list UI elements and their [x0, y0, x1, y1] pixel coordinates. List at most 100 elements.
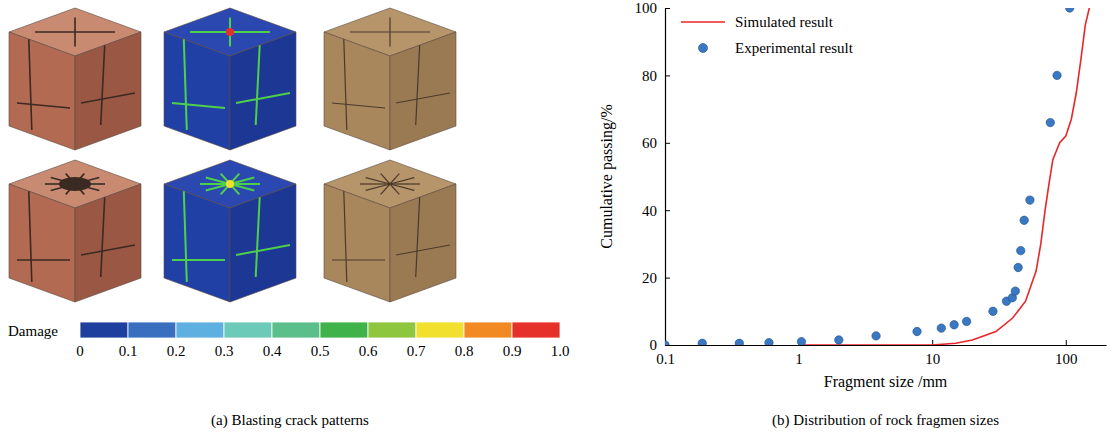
y-tick-label: 0 [650, 337, 658, 353]
y-tick-label: 80 [642, 68, 657, 84]
tick: 20 [642, 270, 670, 286]
scatter-point [1046, 118, 1054, 126]
tick: 100 [635, 0, 671, 16]
crack [74, 17, 76, 32]
y-tick [665, 345, 670, 346]
crack [256, 45, 260, 125]
cube [9, 8, 141, 150]
hot-spot [226, 28, 234, 36]
cube [324, 160, 456, 302]
y-tick-label: 40 [642, 203, 657, 219]
colorbar-band [416, 322, 464, 338]
y-axis-title: Cumulative passing/% [598, 104, 616, 248]
x-tick-label: 0.1 [656, 351, 675, 367]
legend-label: Experimental result [735, 40, 854, 56]
y-tick [665, 143, 670, 144]
hot-spot [226, 180, 234, 188]
crack [101, 197, 105, 277]
crack [344, 39, 347, 130]
scatter-point [1017, 246, 1025, 254]
colorbar-tick-label: 0.6 [359, 343, 378, 359]
cube [9, 160, 141, 302]
crack [360, 183, 390, 184]
colorbar-tick-label: 0 [76, 343, 84, 359]
cube-right [75, 184, 141, 302]
crack [236, 245, 290, 255]
legend-label: Simulated result [735, 14, 834, 30]
crack [416, 197, 420, 277]
cube [164, 8, 296, 150]
scatter-point [665, 341, 669, 345]
x-axis-title: Fragment size /mm [824, 373, 948, 391]
cube-right [75, 32, 141, 150]
x-axis: 0.1110100 [656, 340, 1106, 367]
crack [350, 31, 390, 32]
panel-caption: (a) Blasting crack patterns [211, 412, 369, 429]
scatter-point [1014, 263, 1022, 271]
tick: 0 [650, 337, 671, 353]
y-tick [665, 210, 670, 211]
scatter-point [765, 338, 773, 345]
crack [17, 103, 70, 108]
cube-right [230, 184, 296, 302]
colorbar-band [368, 322, 416, 338]
series-line [799, 8, 1090, 345]
crack [35, 31, 75, 33]
crack [81, 93, 135, 103]
tick: 100 [1055, 340, 1078, 367]
tick: 0.1 [656, 340, 675, 367]
scatter-point [872, 332, 880, 340]
crack [416, 45, 420, 125]
crack [390, 178, 414, 184]
crack [230, 31, 270, 33]
scatter-point [950, 321, 958, 329]
tick: 80 [642, 68, 670, 84]
crack [366, 184, 390, 190]
colorbar-band [320, 322, 368, 338]
crack [332, 103, 385, 108]
y-tick-label: 100 [635, 0, 658, 16]
scatter-point [1020, 216, 1028, 224]
crack [190, 31, 230, 33]
cube-left [9, 32, 75, 150]
cube-left [164, 32, 230, 150]
crack [75, 31, 115, 33]
scatter-point [937, 324, 945, 332]
crack [389, 32, 390, 47]
crack [256, 197, 260, 277]
crack [381, 174, 390, 184]
scatter-point [797, 337, 805, 345]
colorbar-band [224, 322, 272, 338]
plot-marks [665, 8, 1089, 345]
legend-swatch [699, 44, 708, 53]
colorbar-tick-label: 0.8 [455, 343, 474, 359]
scatter-point [735, 339, 743, 345]
legend-swatch [681, 21, 725, 23]
colorbar-tick-label: 0.5 [311, 343, 330, 359]
crack [390, 183, 420, 184]
cube-right [390, 32, 456, 150]
colorbar-band [80, 322, 128, 338]
x-tick-label: 1 [795, 351, 803, 367]
y-tick [665, 75, 670, 76]
scatter-point [835, 336, 843, 344]
crack [81, 245, 135, 255]
colorbar-band [272, 322, 320, 338]
crack [172, 103, 225, 108]
crack [389, 17, 390, 32]
x-tick [1066, 340, 1067, 345]
crack [74, 32, 76, 47]
cube-left [9, 184, 75, 302]
scatter-point [913, 327, 921, 335]
y-axis-line [665, 9, 666, 346]
crack [184, 191, 187, 282]
legend-item: Simulated result [681, 14, 834, 30]
panel-b: 0.1110100020406080100Fragment size /mmCu… [598, 0, 1107, 429]
colorbar-tick-label: 0.3 [215, 343, 234, 359]
crack [396, 93, 450, 103]
legend-item: Experimental result [699, 40, 854, 56]
crack [390, 184, 399, 194]
scatter-point [989, 307, 997, 315]
crack [396, 245, 450, 255]
cube [324, 8, 456, 150]
